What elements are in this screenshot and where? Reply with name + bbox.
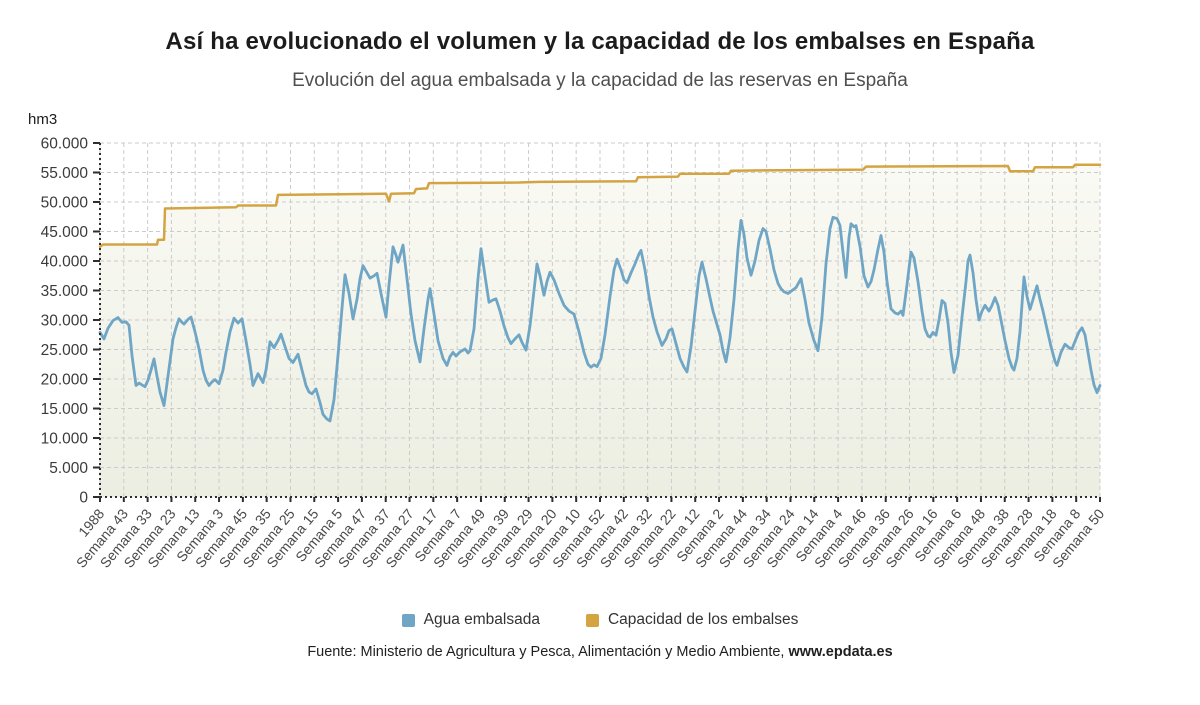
y-tick-label: 40.000 <box>41 254 89 271</box>
y-tick-label: 35.000 <box>41 283 89 300</box>
agua-embalsada-line <box>98 215 1102 423</box>
y-tick-label: 60.000 <box>41 136 89 153</box>
legend-item[interactable]: Agua embalsada <box>401 611 540 629</box>
source-site: www.epdata.es <box>788 644 893 660</box>
y-tick-label: 45.000 <box>41 224 89 241</box>
legend-swatch-icon <box>585 613 599 627</box>
capacity-line <box>98 163 1102 249</box>
legend-item[interactable]: Capacidad de los embalses <box>585 611 799 629</box>
source-line: Fuente: Ministerio de Agricultura y Pesc… <box>0 644 1200 660</box>
y-tick-label: 15.000 <box>41 401 89 418</box>
chart-legend: Agua embalsada Capacidad de los embalses <box>0 611 1200 629</box>
y-tick-label: 30.000 <box>41 313 89 330</box>
chart-title: Así ha evolucionado el volumen y la capa… <box>165 28 1035 55</box>
y-tick-label: 0 <box>79 490 88 507</box>
y-tick-label: 10.000 <box>41 431 89 448</box>
capacity-area <box>100 164 1100 498</box>
y-tick-label: 20.000 <box>41 372 89 389</box>
legend-swatch-icon <box>401 613 415 627</box>
legend-label: Capacidad de los embalses <box>607 611 799 628</box>
chart-subtitle: Evolución del agua embalsada y la capaci… <box>292 70 908 91</box>
y-tick-label: 50.000 <box>41 195 89 212</box>
legend-label: Agua embalsada <box>423 611 540 628</box>
source-text: Fuente: Ministerio de Agricultura y Pesc… <box>307 644 789 660</box>
y-tick-label: 25.000 <box>41 342 89 359</box>
y-axis-unit-label: hm3 <box>28 111 58 128</box>
y-tick-label: 55.000 <box>41 165 89 182</box>
y-tick-label: 5.000 <box>49 460 88 477</box>
